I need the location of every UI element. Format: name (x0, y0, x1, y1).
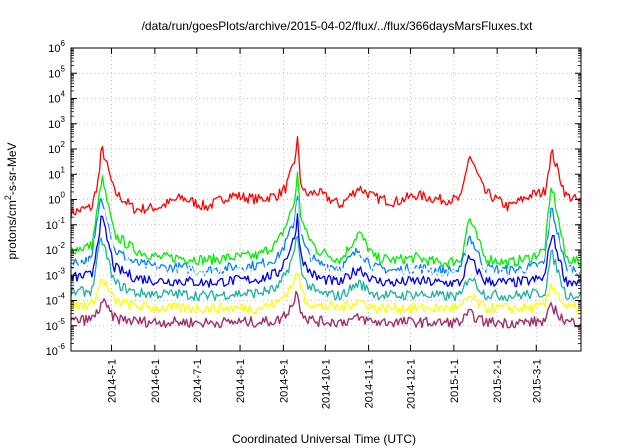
y-tick-base: 10 (48, 119, 60, 131)
y-tick-label: 10-2 (46, 241, 66, 257)
y-tick-exponent: 2 (61, 140, 66, 149)
y-tick-exponent: -3 (58, 266, 66, 275)
y-tick-exponent: 0 (61, 191, 66, 200)
series-line-8 (70, 290, 582, 329)
y-tick-base: 10 (48, 195, 60, 207)
grid-lines (71, 48, 581, 351)
y-tick-base: 10 (46, 346, 58, 358)
y-tick-exponent: -2 (58, 241, 66, 250)
x-tick-label: 2014-12-1 (406, 359, 418, 409)
y-tick-base: 10 (48, 68, 60, 80)
y-tick-label: 106 (48, 39, 65, 55)
y-tick-exponent: -6 (58, 342, 66, 351)
x-tick-label: 2014-6-1 (150, 359, 162, 403)
x-tick-label: 2014-9-1 (278, 359, 290, 403)
series-line-6 (70, 235, 582, 302)
y-tick-label: 10-4 (46, 292, 66, 308)
x-tick-label: 2014-10-1 (320, 359, 332, 409)
data-series (70, 136, 582, 329)
y-tick-base: 10 (46, 220, 58, 232)
y-tick-label: 10-6 (46, 342, 66, 358)
series-line-2 (70, 171, 582, 269)
y-tick-base: 10 (46, 270, 58, 282)
y-tick-label: 10-1 (46, 216, 66, 232)
x-axis-label: Coordinated Universal Time (UTC) (232, 432, 416, 446)
x-tick-label: 2014-7-1 (192, 359, 204, 403)
y-tick-exponent: 4 (61, 90, 66, 99)
y-tick-label: 10-5 (46, 317, 66, 333)
series-line-7 (70, 272, 582, 315)
y-tick-label: 104 (48, 90, 65, 106)
x-tick-label: 2014-5-1 (107, 359, 119, 403)
series-line-4 (70, 200, 582, 281)
y-tick-exponent: 1 (61, 165, 66, 174)
y-tick-exponent: 3 (61, 115, 66, 124)
y-tick-exponent: 5 (61, 64, 66, 73)
y-tick-base: 10 (48, 43, 60, 55)
y-tick-base: 10 (46, 245, 58, 257)
y-tick-base: 10 (46, 296, 58, 308)
chart-title: /data/run/goesPlots/archive/2015-04-02/f… (142, 19, 534, 33)
x-tick-label: 2014-8-1 (235, 359, 247, 403)
y-tick-exponent: -5 (58, 317, 66, 326)
y-tick-exponent: 6 (61, 39, 66, 48)
y-axis-label-superscript: 2 (3, 195, 13, 200)
y-tick-base: 10 (48, 144, 60, 156)
y-tick-exponent: -1 (58, 216, 66, 225)
y-tick-label: 100 (48, 191, 65, 207)
axes: 10-610-510-410-310-210-11001011021031041… (46, 39, 581, 409)
y-axis-label-suffix: -s-sr-MeV (5, 142, 19, 195)
y-tick-label: 101 (48, 165, 65, 181)
y-tick-base: 10 (46, 321, 58, 333)
y-tick-label: 103 (48, 115, 65, 131)
x-tick-label: 2015-2-1 (492, 359, 504, 403)
x-tick-label: 2014-11-1 (364, 359, 376, 408)
y-axis-label-prefix: protons/cm (5, 200, 19, 259)
y-tick-label: 10-3 (46, 266, 66, 282)
y-tick-label: 105 (48, 64, 65, 80)
series-line-5 (70, 213, 582, 288)
y-tick-base: 10 (48, 169, 60, 181)
y-tick-base: 10 (48, 94, 60, 106)
y-axis-label: protons/cm2-s-sr-MeV (3, 142, 19, 259)
y-tick-label: 102 (48, 140, 65, 156)
series-line-1 (70, 136, 582, 219)
x-tick-label: 2015-1-1 (449, 359, 461, 403)
x-tick-label: 2015-3-1 (531, 359, 543, 403)
y-tick-exponent: -4 (58, 292, 66, 301)
